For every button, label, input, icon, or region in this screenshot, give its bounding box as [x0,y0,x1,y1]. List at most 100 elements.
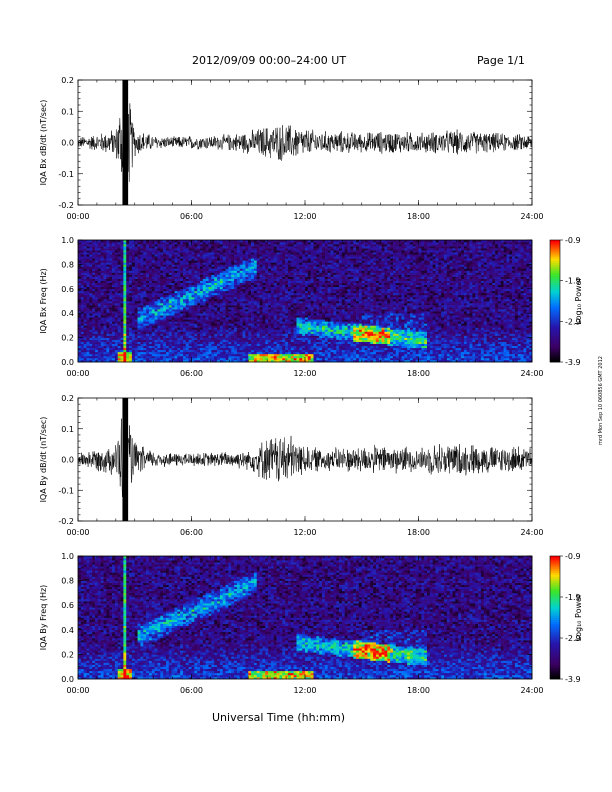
spectrogram-cell [222,286,226,290]
spectrogram-cell [259,309,263,312]
spectrogram-cell [188,315,192,318]
spectrogram-cell [112,258,116,261]
spectrogram-cell [200,260,204,263]
spectrogram-cell [168,270,172,273]
spectrogram-cell [208,313,212,316]
spectrogram-cell [279,246,283,249]
spectrogram-cell [202,258,206,261]
spectrogram-cell [100,290,104,294]
spectrogram-cell [239,282,243,286]
spectrogram-cell [231,286,235,290]
spectrogram-cell [242,294,246,298]
spectrogram-cell [228,244,232,247]
spectrogram-cell [154,270,158,273]
spectrogram-cell [282,240,286,243]
spectrogram-cell [146,256,150,259]
spectrogram-cell [217,242,221,245]
spectrogram-cell [276,311,280,314]
spectrogram-cell [109,351,113,355]
spectrogram-cell [160,298,164,302]
spectrogram-cell [225,274,229,277]
spectrogram-cell [177,307,181,310]
spectrogram-cell [180,317,184,320]
spectrogram-cell [80,343,84,347]
spectrogram-cell [282,252,286,255]
spectrogram-cell [219,321,224,324]
spectrogram-cell [89,262,93,265]
spectrogram-cell [163,323,167,326]
spectrogram-cell [148,288,153,292]
spectrogram-cell [268,266,272,269]
spectrogram-cell [248,298,252,302]
spectrogram-cell [126,333,130,336]
spectrogram-cell [80,268,84,271]
spectrogram-cell [168,355,172,359]
spectrogram-cell [236,321,241,324]
spectrogram-cell [100,272,104,275]
spectrogram-cell [202,270,206,273]
spectrogram-cell [129,359,133,363]
spectrogram-cell [80,319,84,322]
spectrogram-cell [154,331,158,334]
spectrogram-cell [236,274,241,277]
spectrogram-cell [78,272,82,275]
spectrogram-cell [106,284,110,288]
spectrogram-cell [129,280,133,283]
spectrogram-cell [305,317,309,320]
spectrogram-cell [117,294,121,298]
spectrogram-cell [123,252,127,255]
spectrogram-cell [120,323,124,326]
spectrogram-cell [296,301,300,304]
spectrogram-cell [305,329,309,332]
spectrogram-cell [188,296,192,300]
spectrogram-cell [225,264,229,267]
spectrogram-cell [143,284,147,288]
spectrogram-cell [157,333,161,336]
spectrogram-cell [148,248,153,251]
spectrogram-cell [219,317,224,320]
spectrogram-cell [234,280,238,283]
spectrogram-cell [137,353,141,357]
spectrogram-cell [208,264,212,267]
spectrogram-cell [236,248,241,251]
spectrogram-cell [140,240,144,243]
spectrogram-cell [197,319,201,322]
spectrogram-cell [171,357,175,361]
spectrogram-cell [239,311,243,314]
spectrogram-cell [143,288,147,292]
spectrogram-cell [287,335,292,338]
spectrogram-cell [287,337,292,340]
spectrogram-cell [270,272,275,275]
spectrogram-cell [163,343,167,347]
spectrogram-cell [126,256,130,259]
spectrogram-cell [251,286,255,290]
spectrogram-cell [273,280,277,283]
spectrogram-cell [222,244,226,247]
spectrogram-cell [194,353,198,357]
spectrogram-cell [231,307,235,310]
spectrogram-cell [239,341,243,344]
spectrogram-cell [146,296,150,300]
spectrogram-cell [86,244,90,247]
spectrogram-cell [205,323,209,326]
spectrogram-cell [290,280,294,283]
spectrogram-cell [86,359,90,363]
spectrogram-cell [154,335,158,338]
spectrogram-cell [143,319,147,322]
spectrogram-cell [182,254,187,257]
spectrogram-cell [180,292,184,296]
spectrogram-cell [182,248,187,251]
spectrogram-cell [262,258,266,261]
spectrogram-cell [137,321,141,324]
spectrogram-cell [126,353,130,357]
spectrogram-cell [148,345,153,349]
spectrogram-cell [251,307,255,310]
spectrogram-cell [279,264,283,267]
spectrogram-cell [174,311,178,314]
spectrogram-cell [279,240,283,243]
spectrogram-cell [140,274,144,277]
spectrogram-cell [160,276,164,279]
spectrogram-cell [134,268,138,271]
spectrogram-cell [245,341,249,344]
spectrogram-cell [265,307,269,310]
